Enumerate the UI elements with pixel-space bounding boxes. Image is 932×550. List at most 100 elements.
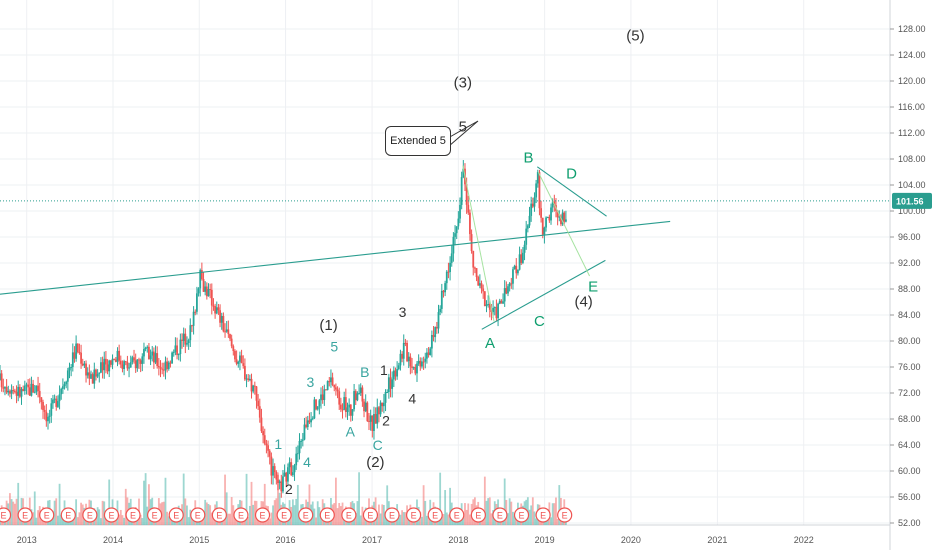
- candle-body: [143, 349, 145, 357]
- candle-body: [17, 386, 20, 396]
- candle-body: [283, 472, 286, 477]
- candle-body: [134, 360, 137, 369]
- candle-body: [563, 212, 566, 222]
- candle-body: [45, 411, 48, 422]
- candle-body: [469, 212, 471, 235]
- y-tick-label: 76.00: [898, 362, 921, 372]
- candle-body: [60, 388, 63, 395]
- candle-body: [253, 385, 256, 387]
- candle-body: [565, 219, 567, 222]
- volume-bar: [227, 513, 230, 525]
- y-tick-label: 84.00: [898, 310, 921, 320]
- volume-bar: [224, 474, 226, 525]
- candle-body: [356, 393, 359, 401]
- candle-body: [287, 467, 289, 482]
- volume-bar: [361, 506, 364, 525]
- candle-body: [42, 401, 44, 410]
- candle-body: [78, 351, 81, 353]
- volume-bar: [421, 516, 423, 525]
- earnings-marker-label: E: [195, 511, 201, 521]
- candle-body: [308, 420, 311, 423]
- volume-bar: [487, 498, 490, 525]
- candle-body: [58, 394, 61, 402]
- wave-label: 3: [306, 374, 314, 390]
- candle-body: [455, 226, 458, 234]
- y-tick-label: 72.00: [898, 388, 921, 398]
- candle-body: [339, 404, 342, 410]
- candle-body: [242, 363, 245, 366]
- candle-body: [298, 440, 301, 454]
- volume-bar: [422, 485, 425, 525]
- candle-body: [13, 390, 16, 392]
- x-tick-label: 2022: [794, 535, 814, 545]
- candle-body: [148, 346, 150, 360]
- candle-body: [378, 407, 380, 415]
- volume-bar: [449, 487, 451, 525]
- volume-bar: [318, 507, 321, 525]
- candle-body: [487, 304, 490, 306]
- candle-body: [237, 361, 240, 364]
- candle-body: [432, 334, 435, 338]
- wave-label: E: [588, 279, 598, 296]
- earnings-marker: [211, 507, 227, 523]
- candle-body: [10, 390, 13, 394]
- volume-bar: [273, 500, 276, 525]
- earnings-marker: [60, 507, 76, 523]
- earnings-marker-label: E: [260, 511, 266, 521]
- trendline: [0, 220, 671, 295]
- volume-bar: [225, 492, 228, 525]
- volume-bar: [161, 502, 164, 525]
- candle-body: [382, 402, 385, 407]
- candle-body: [498, 300, 501, 304]
- candle-body: [121, 364, 124, 369]
- volume-bar: [143, 480, 145, 525]
- candle-body: [154, 353, 157, 363]
- candle-body: [215, 307, 218, 314]
- volume-bar: [33, 491, 36, 525]
- y-tick-label: 124.00: [898, 50, 926, 60]
- candle-body: [65, 381, 68, 385]
- candle-body: [558, 216, 561, 218]
- earnings-marker-label: E: [346, 511, 352, 521]
- candle-body: [536, 172, 539, 184]
- candle-body: [260, 417, 263, 432]
- candle-body: [495, 307, 498, 319]
- volume-bar: [32, 512, 34, 525]
- volume-bar: [166, 511, 169, 525]
- volume-bar: [508, 498, 511, 525]
- volume-bar: [98, 509, 101, 525]
- y-tick-label: 112.00: [898, 128, 925, 138]
- earnings-marker-label: E: [324, 511, 330, 521]
- candle-body: [541, 217, 544, 235]
- y-tick-label: 80.00: [898, 336, 921, 346]
- candle-body: [454, 233, 456, 237]
- candle-body: [462, 168, 465, 178]
- volume-bar: [469, 514, 471, 525]
- volume-bar: [379, 513, 382, 525]
- candle-body: [194, 311, 197, 313]
- candle-body: [111, 358, 114, 365]
- candle-body: [553, 201, 556, 206]
- candle-body: [118, 350, 121, 361]
- volume-bar: [291, 499, 294, 525]
- candle-body: [75, 343, 78, 359]
- candle-body: [318, 400, 321, 407]
- x-tick-label: 2016: [276, 535, 296, 545]
- candle-body: [272, 466, 274, 476]
- candle-body: [164, 361, 167, 371]
- candle-body: [247, 378, 250, 380]
- volume-bar: [382, 504, 385, 525]
- volume-bar: [268, 518, 271, 525]
- earnings-marker-label: E: [108, 511, 114, 521]
- candle-body: [445, 271, 448, 284]
- y-tick-label: 116.00: [898, 102, 925, 112]
- candle-body: [394, 370, 397, 377]
- extended-5-callout: Extended 5: [385, 126, 451, 156]
- candle-body: [18, 386, 21, 397]
- candle-body: [240, 355, 243, 364]
- wave-label: 3: [399, 304, 407, 320]
- candle-body: [124, 361, 127, 363]
- earnings-marker: [168, 507, 184, 523]
- candle-body: [93, 369, 96, 384]
